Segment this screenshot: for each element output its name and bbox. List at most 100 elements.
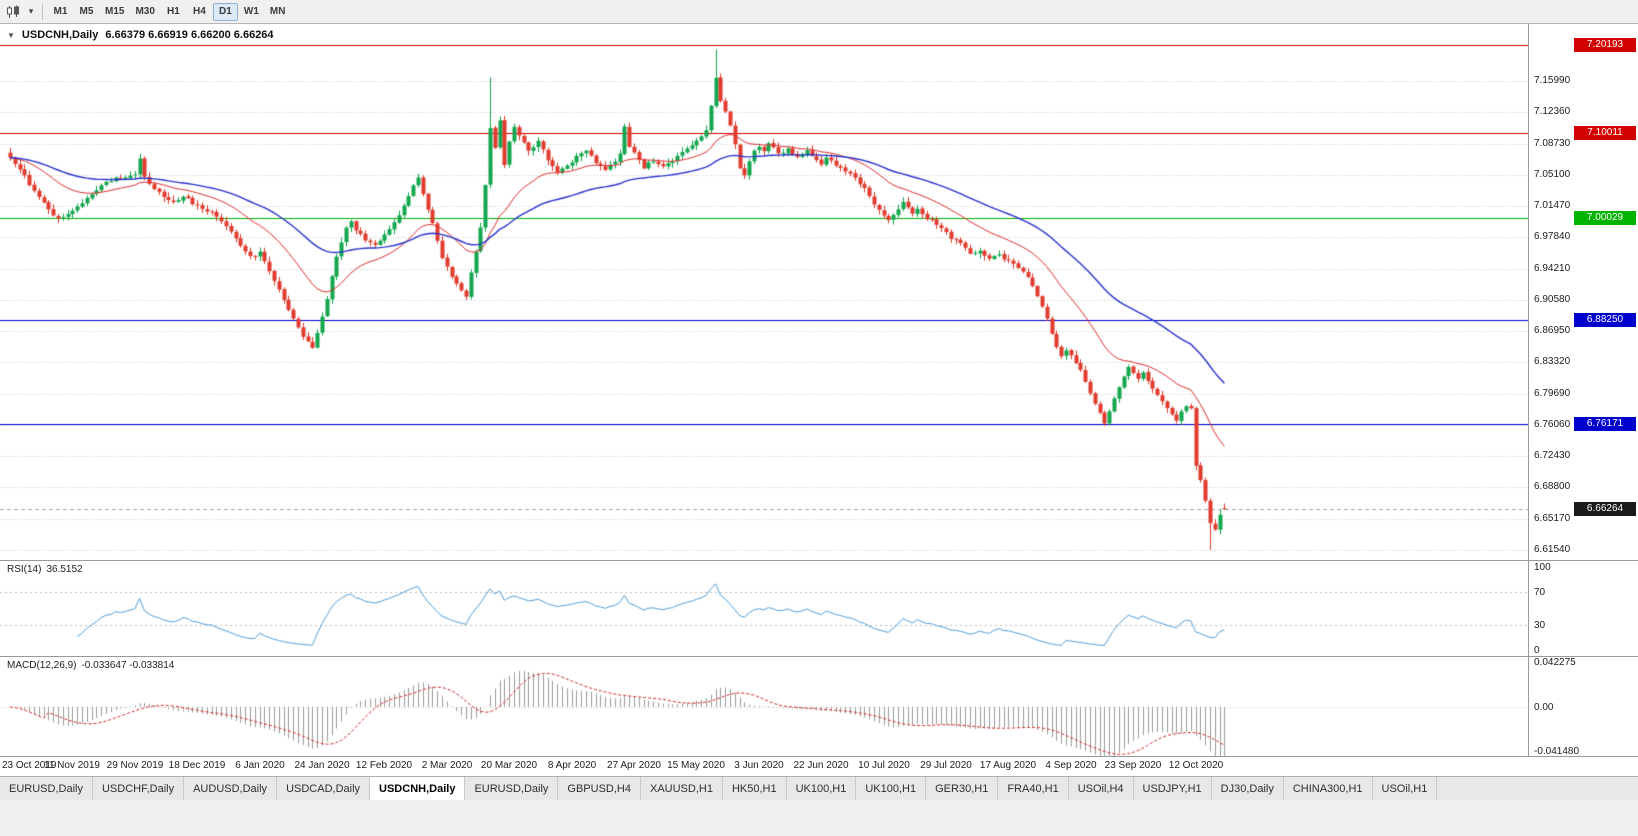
macd-indicator-label: MACD(12,26,9) -0.033647 -0.033814 [7, 660, 174, 671]
price-tick-label: 6.68800 [1534, 481, 1571, 492]
date-tick-label: 22 Jun 2020 [793, 760, 849, 771]
rsi-macd-divider[interactable] [0, 656, 1638, 657]
rsi-panel-canvas[interactable] [0, 561, 1528, 656]
chart-tab[interactable]: USDCNH,Daily [370, 777, 466, 800]
timeframe-button[interactable]: M5 [74, 3, 99, 21]
chart-type-dropdown-caret[interactable]: ▾ [28, 6, 34, 16]
timeframe-label: M15 [105, 6, 125, 17]
timeframe-toolbar: ▾ M1 M5 M15 M30 H1 H4 D1 W1 [0, 0, 1638, 24]
plot-axis-divider [1528, 24, 1529, 756]
macd-panel-canvas[interactable] [0, 657, 1528, 756]
price-tick-label: 6.90580 [1534, 294, 1571, 305]
price-tick-label: 6.79690 [1534, 388, 1571, 399]
date-tick-label: 11 Nov 2019 [44, 760, 100, 771]
macd-axis-label: -0.041480 [1534, 746, 1580, 757]
chart-tab[interactable]: USDCAD,Daily [277, 777, 371, 800]
chart-tab[interactable]: GBPUSD,H4 [558, 777, 641, 800]
price-line-tag: 7.00029 [1574, 211, 1636, 225]
timeframe-button[interactable]: W1 [239, 3, 264, 21]
rsi-indicator-label: RSI(14) 36.5152 [7, 564, 83, 575]
chart-tab[interactable]: EURUSD,Daily [0, 777, 93, 800]
price-tick-label: 7.05100 [1534, 169, 1571, 180]
date-tick-label: 4 Sep 2020 [1045, 760, 1097, 771]
date-tick-label: 29 Nov 2019 [106, 760, 164, 771]
chart-tab-label: CHINA300,H1 [1292, 782, 1363, 795]
chart-tab[interactable]: EURUSD,Daily [465, 777, 559, 800]
chart-tab[interactable]: CHINA300,H1 [1284, 777, 1373, 800]
price-tick-label: 6.72430 [1534, 450, 1571, 461]
timeframe-label: H4 [193, 6, 206, 17]
main-rsi-divider[interactable] [0, 560, 1638, 561]
price-tick-label: 6.94210 [1534, 263, 1571, 274]
date-tick-label: 15 May 2020 [667, 760, 725, 771]
chart-tab-label: UK100,H1 [795, 782, 847, 795]
timeframe-label: MN [269, 6, 286, 17]
chart-tab[interactable]: FRA40,H1 [998, 777, 1069, 800]
timeframe-button[interactable]: D1 [212, 2, 238, 21]
rsi-axis-label: 100 [1534, 562, 1551, 573]
timeframe-label: M30 [135, 6, 155, 17]
timeframe-button[interactable]: MN [265, 3, 291, 21]
rsi-scale[interactable]: 100 70 30 0 [1529, 561, 1638, 656]
timeframe-button[interactable]: M1 [48, 3, 73, 21]
main-chart-canvas[interactable] [0, 25, 1528, 560]
date-tick-label: 10 Jul 2020 [858, 760, 910, 771]
rsi-name: RSI(14) [7, 564, 42, 575]
toolbar-separator [42, 3, 43, 20]
rsi-value: 36.5152 [46, 564, 83, 575]
chart-tab[interactable]: DJ30,Daily [1212, 777, 1284, 800]
date-tick-label: 8 Apr 2020 [547, 760, 597, 771]
chart-tab[interactable]: USDCHF,Daily [93, 777, 185, 800]
timeframe-button[interactable]: H4 [187, 3, 212, 21]
chart-tab[interactable]: HK50,H1 [723, 777, 787, 800]
chart-tab[interactable]: AUDUSD,Daily [184, 777, 278, 800]
price-scale[interactable]: 7.15990 7.12360 7.08730 7.05100 7.01470 6.978… [1529, 24, 1638, 560]
price-tick-label: 6.97840 [1534, 231, 1571, 242]
chart-tab-label: DJ30,Daily [1220, 782, 1274, 795]
chart-tab[interactable]: UK100,H1 [856, 777, 927, 800]
chart-tab[interactable]: GER30,H1 [926, 777, 999, 800]
date-tick-label: 12 Oct 2020 [1168, 760, 1224, 771]
price-tick-label: 6.61540 [1534, 544, 1571, 555]
chart-tab-label: HK50,H1 [731, 782, 777, 795]
date-tick-label: 24 Jan 2020 [294, 760, 350, 771]
chart-type-icon[interactable] [3, 3, 25, 21]
chart-tab[interactable]: USOil,H1 [1373, 777, 1438, 800]
price-tick-label: 7.08730 [1534, 138, 1571, 149]
timeframe-label: M1 [53, 6, 68, 17]
chart-tab-label: EURUSD,Daily [474, 782, 549, 795]
chart-tab-label: USDCNH,Daily [379, 782, 456, 795]
date-tick-label: 29 Jul 2020 [920, 760, 972, 771]
chart-tab-label: XAUUSD,H1 [649, 782, 713, 795]
chart-tab-label: UK100,H1 [865, 782, 917, 795]
chart-tab[interactable]: UK100,H1 [787, 777, 857, 800]
chart-tab-label: USOil,H1 [1381, 782, 1428, 795]
chart-tab[interactable]: XAUUSD,H1 [641, 777, 723, 800]
one-click-trading-icon[interactable]: ▼ [7, 30, 15, 40]
timeframe-buttons: M1 M5 M15 M30 H1 H4 D1 W1 MN [48, 2, 291, 21]
macd-axis-label: 0.042275 [1534, 657, 1576, 668]
timeframe-button[interactable]: M30 [130, 3, 159, 21]
timeframe-button[interactable]: H1 [161, 3, 186, 21]
macd-name: MACD(12,26,9) [7, 660, 77, 671]
date-tick-label: 2 Mar 2020 [421, 760, 473, 771]
timeframe-label: M5 [79, 6, 94, 17]
date-tick-label: 18 Dec 2019 [168, 760, 226, 771]
timeframe-button[interactable]: M15 [100, 3, 129, 21]
timeframe-label: W1 [243, 6, 259, 17]
chart-tab-label: FRA40,H1 [1007, 782, 1059, 795]
macd-timescale-divider [0, 756, 1638, 757]
price-tick-label: 6.83320 [1534, 356, 1571, 367]
chart-tab-label: USDCAD,Daily [286, 782, 361, 795]
chart-tab[interactable]: USDJPY,H1 [1134, 777, 1212, 800]
rsi-axis-label: 0 [1534, 645, 1540, 656]
date-tick-label: 23 Sep 2020 [1104, 760, 1162, 771]
chart-tab[interactable]: USOil,H4 [1069, 777, 1134, 800]
price-tick-label: 6.65170 [1534, 513, 1571, 524]
price-tick-label: 7.01470 [1534, 200, 1571, 211]
price-tick-label: 7.12360 [1534, 106, 1571, 117]
time-scale[interactable]: 23 Oct 2019 11 Nov 2019 29 Nov 2019 18 Dec … [0, 757, 1638, 776]
macd-scale[interactable]: 0.042275 0.00 -0.041480 [1529, 657, 1638, 757]
timeframe-label: D1 [219, 6, 232, 17]
